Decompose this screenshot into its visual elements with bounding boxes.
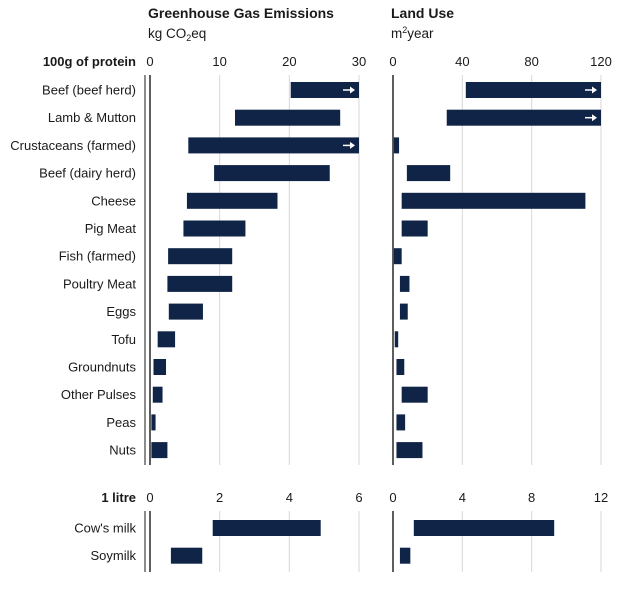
bar-land-use-cow-s-milk [413, 520, 555, 536]
bar-land-use-other-pulses [401, 386, 428, 403]
bar-greenhouse-gas-emissions-lamb-mutton [234, 109, 341, 126]
overflow-arrow-head [350, 141, 355, 149]
category-label-beef-beef-herd: Beef (beef herd) [42, 83, 136, 98]
category-label-pig-meat: Pig Meat [85, 221, 137, 236]
category-label-beef-dairy-herd: Beef (dairy herd) [39, 166, 136, 181]
bar-land-use-soymilk [399, 547, 411, 564]
bar-greenhouse-gas-emissions-fish-farmed [168, 248, 233, 265]
tick-label-greenhouse-gas-emissions-1-1: 2 [216, 490, 223, 505]
bar-land-use-tofu [394, 331, 399, 348]
bar-land-use-beef-dairy-herd [406, 165, 451, 182]
bar-land-use-peas [396, 414, 406, 431]
tick-label-land-use-1-2: 8 [528, 490, 535, 505]
category-label-poultry-meat: Poultry Meat [63, 276, 136, 291]
bar-greenhouse-gas-emissions-tofu [157, 331, 176, 348]
overflow-arrow-icon [343, 141, 355, 149]
bar-land-use-lamb-mutton [446, 109, 601, 126]
tick-label-greenhouse-gas-emissions-1-3: 6 [355, 490, 362, 505]
overflow-arrow-icon [585, 86, 597, 94]
category-label-tofu: Tofu [111, 332, 136, 347]
tick-label-land-use-0-3: 120 [590, 54, 612, 69]
panel-title-land-use: Land Use [391, 5, 454, 21]
tick-label-land-use-1-0: 0 [389, 490, 396, 505]
tick-label-greenhouse-gas-emissions-1-0: 0 [146, 490, 153, 505]
panel-unit-greenhouse-gas-emissions: kg CO2eq [148, 26, 206, 43]
category-label-groundnuts: Groundnuts [68, 360, 136, 375]
bar-land-use-nuts [396, 442, 423, 459]
bar-land-use-beef-beef-herd [465, 82, 601, 98]
bar-greenhouse-gas-emissions-beef-dairy-herd [214, 165, 330, 182]
panel-unit-land-use: m2year [391, 25, 434, 41]
tick-label-greenhouse-gas-emissions-0-0: 0 [146, 54, 153, 69]
category-label-other-pulses: Other Pulses [61, 387, 137, 402]
bar-greenhouse-gas-emissions-cheese [186, 192, 278, 209]
tick-label-land-use-1-3: 12 [594, 490, 608, 505]
tick-label-land-use-0-1: 40 [455, 54, 469, 69]
bar-greenhouse-gas-emissions-groundnuts [153, 359, 167, 375]
tick-label-greenhouse-gas-emissions-0-2: 20 [282, 54, 296, 69]
category-label-cow-s-milk: Cow's milk [74, 521, 136, 536]
category-label-cheese: Cheese [91, 193, 136, 208]
group-label-100g-of-protein: 100g of protein [43, 54, 136, 69]
bar-greenhouse-gas-emissions-cow-s-milk [212, 520, 321, 536]
category-label-lamb-mutton: Lamb & Mutton [48, 110, 136, 125]
bar-greenhouse-gas-emissions-poultry-meat [167, 275, 233, 292]
bar-land-use-pig-meat [401, 220, 428, 237]
tick-label-land-use-0-2: 80 [524, 54, 538, 69]
category-label-nuts: Nuts [109, 443, 136, 458]
category-label-peas: Peas [106, 415, 136, 430]
tick-label-greenhouse-gas-emissions-1-2: 4 [286, 490, 293, 505]
bar-land-use-poultry-meat [399, 275, 410, 292]
bar-land-use-groundnuts [396, 359, 405, 375]
tick-label-greenhouse-gas-emissions-0-3: 30 [352, 54, 366, 69]
bar-greenhouse-gas-emissions-other-pulses [152, 386, 163, 403]
bar-greenhouse-gas-emissions-crustaceans-farmed [188, 137, 359, 154]
category-label-eggs: Eggs [106, 304, 136, 319]
overflow-arrow-head [350, 86, 355, 94]
tick-label-greenhouse-gas-emissions-0-1: 10 [212, 54, 226, 69]
group-label-1-litre: 1 litre [101, 490, 136, 505]
bar-greenhouse-gas-emissions-peas [151, 414, 156, 431]
bar-greenhouse-gas-emissions-eggs [168, 303, 203, 320]
bar-greenhouse-gas-emissions-nuts [151, 442, 168, 459]
bar-greenhouse-gas-emissions-beef-beef-herd [290, 82, 359, 98]
category-label-soymilk: Soymilk [90, 548, 136, 563]
bar-land-use-fish-farmed [393, 248, 402, 265]
tick-label-land-use-0-0: 0 [389, 54, 396, 69]
bar-greenhouse-gas-emissions-pig-meat [183, 220, 246, 237]
overflow-arrow-head [592, 86, 597, 94]
panel-title-greenhouse-gas-emissions: Greenhouse Gas Emissions [148, 5, 334, 21]
category-label-fish-farmed: Fish (farmed) [59, 249, 136, 264]
category-label-crustaceans-farmed: Crustaceans (farmed) [10, 138, 136, 153]
bar-land-use-eggs [399, 303, 408, 320]
tick-label-land-use-1-1: 4 [459, 490, 466, 505]
overflow-arrow-head [592, 114, 597, 122]
overflow-arrow-icon [343, 86, 355, 94]
bar-land-use-cheese [401, 192, 586, 209]
overflow-arrow-icon [585, 114, 597, 122]
bar-greenhouse-gas-emissions-soymilk [170, 547, 203, 564]
bar-land-use-crustaceans-farmed [393, 137, 400, 154]
